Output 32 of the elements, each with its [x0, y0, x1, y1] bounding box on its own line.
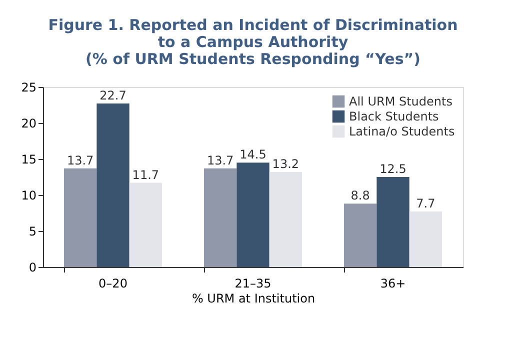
bar: [376, 177, 410, 267]
x-tick-label: 21–35: [234, 276, 272, 290]
chart-title: Figure 1. Reported an Incident of Discrimination to a Campus Authority (% of URM Students Responding “Yes”): [48, 16, 458, 68]
data-label: 13.7: [66, 153, 94, 168]
bar: [409, 212, 442, 267]
y-tick-label: 20: [21, 116, 36, 130]
data-label: 22.7: [100, 88, 126, 103]
data-label: 7.7: [416, 196, 436, 211]
bar: [204, 168, 237, 267]
bar: [129, 182, 162, 267]
data-label: 11.7: [132, 168, 160, 182]
legend-label: Latina/o Students: [349, 124, 455, 138]
bar: [269, 172, 302, 267]
y-tick-label: 0: [28, 260, 36, 274]
data-label: 8.8: [350, 188, 370, 203]
x-axis-title: % URM at Institution: [192, 292, 316, 306]
data-label: 14.5: [240, 148, 266, 162]
data-label: 12.5: [380, 162, 406, 176]
data-label: 13.2: [272, 156, 300, 171]
bar: [64, 168, 97, 267]
legend-label: All URM Students: [349, 94, 452, 108]
bar: [96, 104, 130, 267]
x-tick-label: 0–20: [98, 276, 128, 290]
y-tick-label: 5: [28, 224, 36, 238]
legend-label: Black Students: [349, 110, 439, 124]
y-tick-label: 25: [21, 80, 36, 94]
data-label: 13.7: [206, 153, 234, 168]
y-tick-label: 15: [21, 152, 36, 166]
x-tick-label: 36+: [380, 276, 406, 290]
bar: [236, 162, 270, 267]
bar: [344, 204, 377, 267]
y-tick-label: 10: [21, 188, 36, 202]
